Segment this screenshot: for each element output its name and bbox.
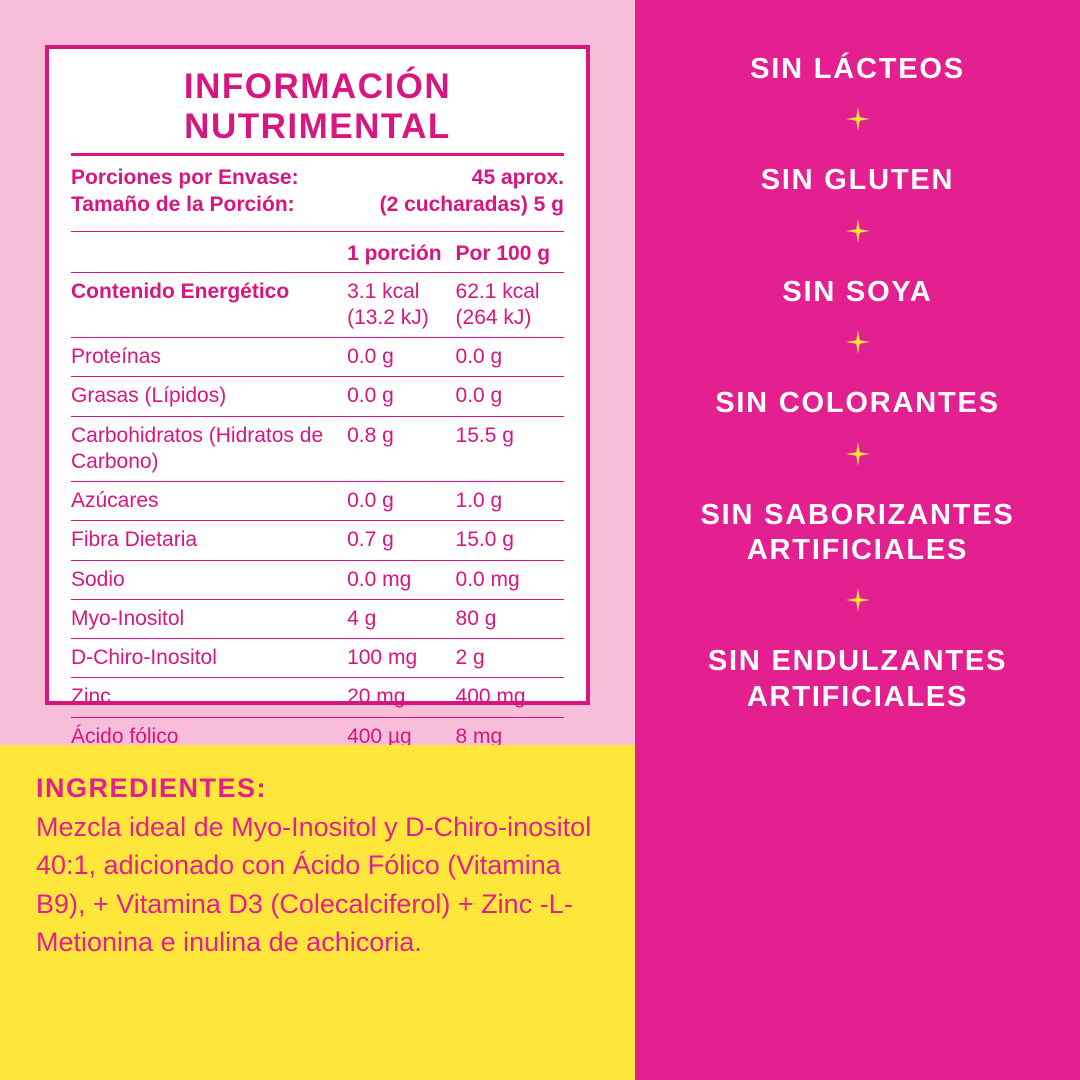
sparkle-icon — [845, 587, 871, 613]
row-c2: 0.0 g — [347, 338, 455, 377]
claim-text: SIN ENDULZANTES ARTIFICIALES — [659, 644, 1056, 715]
row-c2: 0.0 g — [347, 482, 455, 521]
claim-text: SIN GLUTEN — [761, 163, 955, 198]
table-row: Azúcares0.0 g1.0 g — [71, 482, 564, 521]
row-c2: 0.0 g — [347, 377, 455, 416]
row-c2: 0.7 g — [347, 521, 455, 560]
table-row: Grasas (Lípidos)0.0 g0.0 g — [71, 377, 564, 416]
row-label: Azúcares — [71, 482, 347, 521]
energy-c2: 3.1 kcal(13.2 kJ) — [347, 272, 455, 338]
row-c3: 15.5 g — [456, 416, 564, 482]
row-label: Myo-Inositol — [71, 599, 347, 638]
table-row: Sodio0.0 mg0.0 mg — [71, 560, 564, 599]
ingredients-body: Mezcla ideal de Myo-Inositol y D-Chiro-i… — [36, 808, 599, 961]
ingredients-title: INGREDIENTES: — [36, 773, 599, 804]
table-row: Carbohidratos (Hidratos de Carbono)0.8 g… — [71, 416, 564, 482]
sparkle-icon — [845, 218, 871, 244]
row-label: Sodio — [71, 560, 347, 599]
row-c3: 1.0 g — [456, 482, 564, 521]
claim-text: SIN COLORANTES — [715, 386, 1000, 421]
row-c3: 2 g — [456, 639, 564, 678]
nutrition-title: INFORMACIÓN NUTRIMENTAL — [71, 67, 564, 156]
row-label: Zinc — [71, 678, 347, 717]
row-c3: 0.0 g — [456, 338, 564, 377]
th-blank — [71, 232, 347, 273]
row-label: Fibra Dietaria — [71, 521, 347, 560]
serving-value-1: 45 aprox. — [380, 164, 564, 191]
nutrition-section: INFORMACIÓN NUTRIMENTAL Porciones por En… — [0, 0, 635, 745]
th-per100: Por 100 g — [456, 232, 564, 273]
ingredients-section: INGREDIENTES: Mezcla ideal de Myo-Inosit… — [0, 745, 635, 1080]
energy-c3: 62.1 kcal(264 kJ) — [456, 272, 564, 338]
claim-text: SIN SOYA — [782, 275, 932, 310]
row-c3: 80 g — [456, 599, 564, 638]
energy-label: Contenido Energético — [71, 272, 347, 338]
row-label: D-Chiro-Inositol — [71, 639, 347, 678]
row-c2: 0.0 mg — [347, 560, 455, 599]
table-row: Zinc20 mg400 mg — [71, 678, 564, 717]
row-label: Carbohidratos (Hidratos de Carbono) — [71, 416, 347, 482]
table-row: Proteínas0.0 g0.0 g — [71, 338, 564, 377]
sparkle-icon — [845, 441, 871, 467]
th-portion: 1 porción — [347, 232, 455, 273]
serving-label-2: Tamaño de la Porción: — [71, 191, 299, 218]
claim-text: SIN LÁCTEOS — [750, 52, 965, 87]
serving-values: 45 aprox. (2 cucharadas) 5 g — [380, 164, 564, 219]
table-row: D-Chiro-Inositol100 mg2 g — [71, 639, 564, 678]
table-row: Fibra Dietaria0.7 g15.0 g — [71, 521, 564, 560]
nutrition-body: Contenido Energético 3.1 kcal(13.2 kJ) 6… — [71, 272, 564, 821]
serving-labels: Porciones por Envase: Tamaño de la Porci… — [71, 164, 299, 219]
row-label: Proteínas — [71, 338, 347, 377]
nutrition-panel: INFORMACIÓN NUTRIMENTAL Porciones por En… — [45, 45, 590, 705]
serving-label-1: Porciones por Envase: — [71, 164, 299, 191]
nutrition-table: 1 porción Por 100 g Contenido Energético… — [71, 232, 564, 822]
serving-value-2: (2 cucharadas) 5 g — [380, 191, 564, 218]
row-c2: 100 mg — [347, 639, 455, 678]
energy-row: Contenido Energético 3.1 kcal(13.2 kJ) 6… — [71, 272, 564, 338]
row-c2: 4 g — [347, 599, 455, 638]
sparkle-icon — [845, 329, 871, 355]
row-c3: 400 mg — [456, 678, 564, 717]
claims-column: SIN LÁCTEOS SIN GLUTEN SIN SOYA SIN COLO… — [635, 0, 1080, 1080]
left-column: INFORMACIÓN NUTRIMENTAL Porciones por En… — [0, 0, 635, 1080]
row-c3: 0.0 mg — [456, 560, 564, 599]
claim-text: SIN SABORIZANTES ARTIFICIALES — [659, 498, 1056, 569]
sparkle-icon — [845, 106, 871, 132]
row-c3: 15.0 g — [456, 521, 564, 560]
row-c3: 0.0 g — [456, 377, 564, 416]
row-c2: 20 mg — [347, 678, 455, 717]
row-label: Grasas (Lípidos) — [71, 377, 347, 416]
table-row: Myo-Inositol4 g80 g — [71, 599, 564, 638]
serving-info: Porciones por Envase: Tamaño de la Porci… — [71, 164, 564, 232]
row-c2: 0.8 g — [347, 416, 455, 482]
